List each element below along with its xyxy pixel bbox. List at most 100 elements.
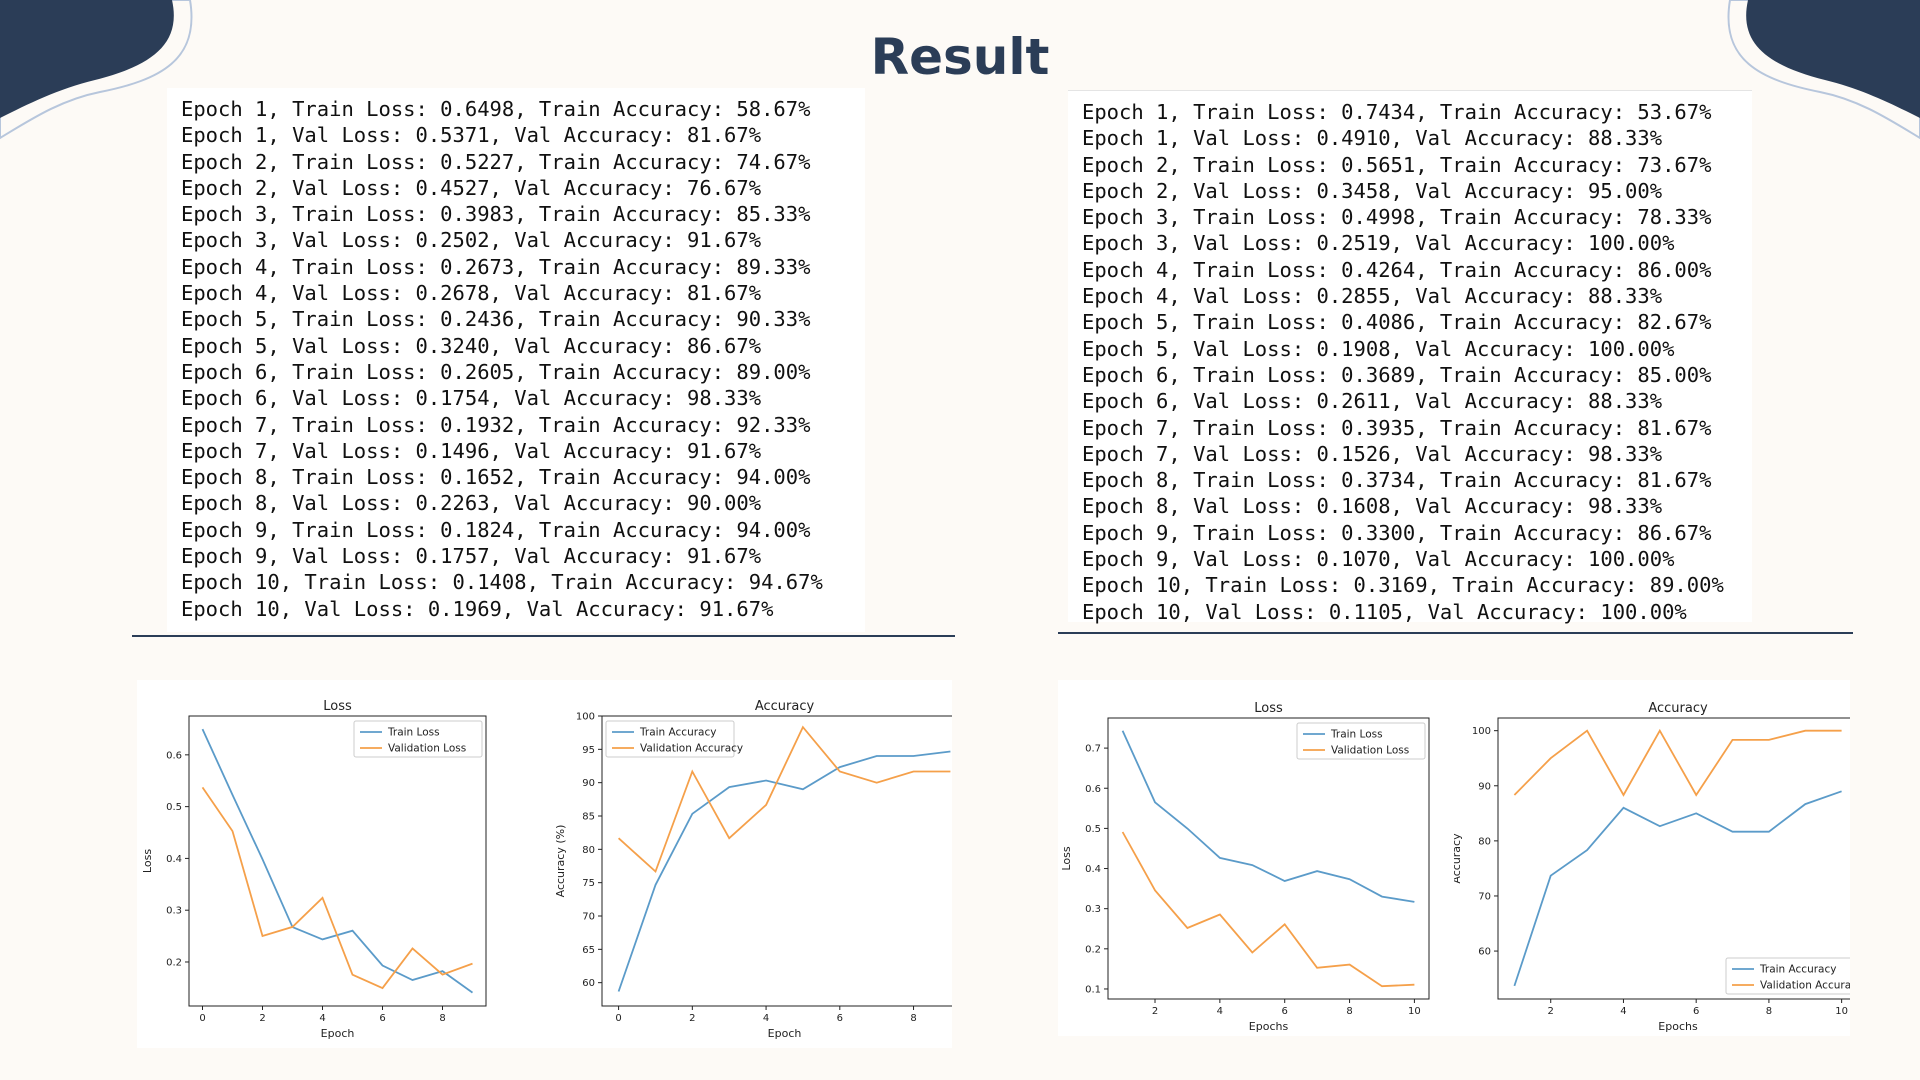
x-axis-label: Epoch — [768, 1027, 802, 1040]
y-tick-label: 85 — [582, 812, 595, 823]
y-tick-label: 0.6 — [166, 750, 182, 761]
log-line: Epoch 3, Train Loss: 0.3983, Train Accur… — [181, 202, 811, 227]
legend-box — [353, 720, 483, 758]
log-line: Epoch 1, Train Loss: 0.7434, Train Accur… — [1082, 100, 1712, 124]
series-line-validation — [1121, 831, 1415, 988]
y-tick-label: 0.4 — [166, 854, 182, 865]
legend-label: Validation Loss — [1331, 745, 1409, 757]
log-line: Epoch 10, Train Loss: 0.3169, Train Accu… — [1082, 573, 1724, 598]
y-tick-label: 65 — [582, 945, 595, 956]
page-title: Result — [870, 28, 1050, 86]
x-tick-label: 10 — [1408, 1006, 1421, 1017]
log-line: Epoch 2, Train Loss: 0.5651, Train Accur… — [1082, 152, 1712, 177]
log-line: Epoch 5, Train Loss: 0.4086, Train Accur… — [1082, 310, 1712, 335]
log-line: Epoch 4, Val Loss: 0.2678, Val Accuracy:… — [181, 281, 762, 306]
y-axis-label: Accuracy (%) — [554, 825, 567, 898]
legend-label: Train Loss — [387, 727, 440, 739]
chart-title: Loss — [323, 699, 352, 714]
corner-decoration-left — [0, 0, 193, 140]
corner-decoration-right — [1727, 0, 1920, 140]
log-line: Epoch 5, Val Loss: 0.3240, Val Accuracy:… — [181, 333, 762, 358]
x-tick-label: 0 — [199, 1013, 205, 1024]
x-tick-label: 8 — [1346, 1006, 1352, 1017]
series-line-validation — [1513, 728, 1842, 797]
y-tick-label: 80 — [1478, 836, 1491, 847]
y-tick-label: 100 — [576, 712, 595, 723]
log-line: Epoch 10, Val Loss: 0.1969, Val Accuracy… — [181, 596, 774, 621]
log-line: Epoch 1, Val Loss: 0.4910, Val Accuracy:… — [1082, 126, 1663, 151]
y-tick-label: 0.6 — [1085, 784, 1101, 795]
y-tick-label: 80 — [582, 845, 595, 856]
log-line: Epoch 7, Val Loss: 0.1526, Val Accuracy:… — [1082, 441, 1663, 466]
log-line: Epoch 1, Train Loss: 0.6498, Train Accur… — [181, 97, 811, 121]
y-tick-label: 100 — [1472, 726, 1491, 737]
accuracy-chart-left: Accuracy 0 2 4 6 8 60 65 70 75 80 85 90 95 100 Epoch Acc… — [554, 699, 952, 1040]
x-axis-label: Epochs — [1658, 1020, 1698, 1033]
y-axis-label: Loss — [1060, 846, 1073, 870]
y-tick-label: 0.2 — [166, 957, 182, 968]
training-log-left: Epoch 1, Train Loss: 0.6498, Train Accur… — [167, 88, 865, 632]
x-tick-label: 4 — [1620, 1006, 1626, 1017]
x-tick-label: 4 — [763, 1013, 769, 1024]
y-tick-label: 0.3 — [166, 906, 182, 917]
legend-label: Train Accuracy — [1759, 964, 1836, 976]
log-line: Epoch 4, Train Loss: 0.2673, Train Accur… — [181, 254, 811, 279]
log-line: Epoch 6, Train Loss: 0.3689, Train Accur… — [1082, 362, 1712, 387]
log-line: Epoch 3, Train Loss: 0.4998, Train Accur… — [1082, 205, 1712, 230]
plot-frame — [1107, 717, 1430, 1000]
log-line: Epoch 8, Train Loss: 0.1652, Train Accur… — [181, 465, 811, 490]
y-tick-label: 75 — [582, 878, 595, 889]
x-tick-label: 0 — [615, 1013, 621, 1024]
log-line: Epoch 7, Train Loss: 0.1932, Train Accur… — [181, 412, 811, 437]
log-line: Epoch 2, Val Loss: 0.4527, Val Accuracy:… — [181, 175, 762, 200]
figure-right: Loss 2 4 6 8 10 0.1 0.2 0.3 0.4 0.5 0.6 0.7 Epochs Los… — [1058, 680, 1850, 1036]
series-line-train — [201, 728, 474, 994]
legend-label: Validation Loss — [388, 743, 466, 755]
log-line: Epoch 2, Train Loss: 0.5227, Train Accur… — [181, 149, 811, 174]
x-tick-label: 4 — [319, 1013, 325, 1024]
x-tick-label: 6 — [379, 1013, 385, 1024]
legend-box — [1725, 957, 1850, 995]
x-axis-label: Epoch — [321, 1027, 355, 1040]
y-tick-label: 90 — [1478, 781, 1491, 792]
plot-frame — [1497, 717, 1850, 1000]
log-line: Epoch 3, Val Loss: 0.2519, Val Accuracy:… — [1082, 231, 1675, 256]
loss-chart-left: Loss 0 2 4 6 8 0.2 0.3 0.4 0.5 0.6 Epoch Loss Train L… — [141, 699, 487, 1040]
y-tick-label: 0.5 — [1085, 824, 1101, 835]
x-tick-label: 10 — [1835, 1006, 1848, 1017]
log-line: Epoch 5, Val Loss: 0.1908, Val Accuracy:… — [1082, 336, 1675, 361]
x-tick-label: 4 — [1217, 1006, 1223, 1017]
x-tick-label: 6 — [837, 1013, 843, 1024]
log-line: Epoch 9, Train Loss: 0.3300, Train Accur… — [1082, 520, 1712, 545]
series-line-validation — [201, 786, 473, 990]
x-tick-label: 2 — [1548, 1006, 1554, 1017]
legend-label: Validation Accuracy — [640, 743, 743, 755]
chart-title: Loss — [1254, 701, 1283, 716]
x-tick-label: 8 — [1766, 1006, 1772, 1017]
series-line-train — [1513, 790, 1842, 987]
x-tick-label: 8 — [439, 1013, 445, 1024]
log-line: Epoch 10, Val Loss: 0.1105, Val Accuracy… — [1082, 599, 1687, 624]
y-tick-label: 70 — [1478, 891, 1491, 902]
log-line: Epoch 2, Val Loss: 0.3458, Val Accuracy:… — [1082, 178, 1663, 203]
x-tick-label: 8 — [910, 1013, 916, 1024]
training-log-right: Epoch 1, Train Loss: 0.7434, Train Accur… — [1068, 90, 1752, 624]
y-tick-label: 0.4 — [1085, 864, 1101, 875]
log-line: Epoch 8, Train Loss: 0.3734, Train Accur… — [1082, 468, 1712, 493]
y-tick-label: 95 — [582, 745, 595, 756]
log-line: Epoch 4, Val Loss: 0.2855, Val Accuracy:… — [1082, 284, 1663, 309]
y-axis-label: Loss — [141, 849, 154, 873]
figure-left: Loss 0 2 4 6 8 0.2 0.3 0.4 0.5 0.6 Epoch Loss Train L… — [137, 680, 952, 1048]
legend-label: Train Loss — [1330, 729, 1383, 741]
legend-label: Train Accuracy — [639, 727, 716, 739]
x-tick-label: 2 — [689, 1013, 695, 1024]
log-line: Epoch 5, Train Loss: 0.2436, Train Accur… — [181, 307, 811, 332]
log-line: Epoch 8, Val Loss: 0.1608, Val Accuracy:… — [1082, 494, 1663, 519]
plot-frame — [188, 715, 487, 1007]
log-line: Epoch 9, Val Loss: 0.1070, Val Accuracy:… — [1082, 547, 1675, 572]
y-tick-label: 90 — [582, 778, 595, 789]
y-tick-label: 60 — [1478, 947, 1491, 958]
x-axis-label: Epochs — [1249, 1020, 1289, 1033]
x-tick-label: 2 — [1152, 1006, 1158, 1017]
log-line: Epoch 1, Val Loss: 0.5371, Val Accuracy:… — [181, 123, 762, 148]
